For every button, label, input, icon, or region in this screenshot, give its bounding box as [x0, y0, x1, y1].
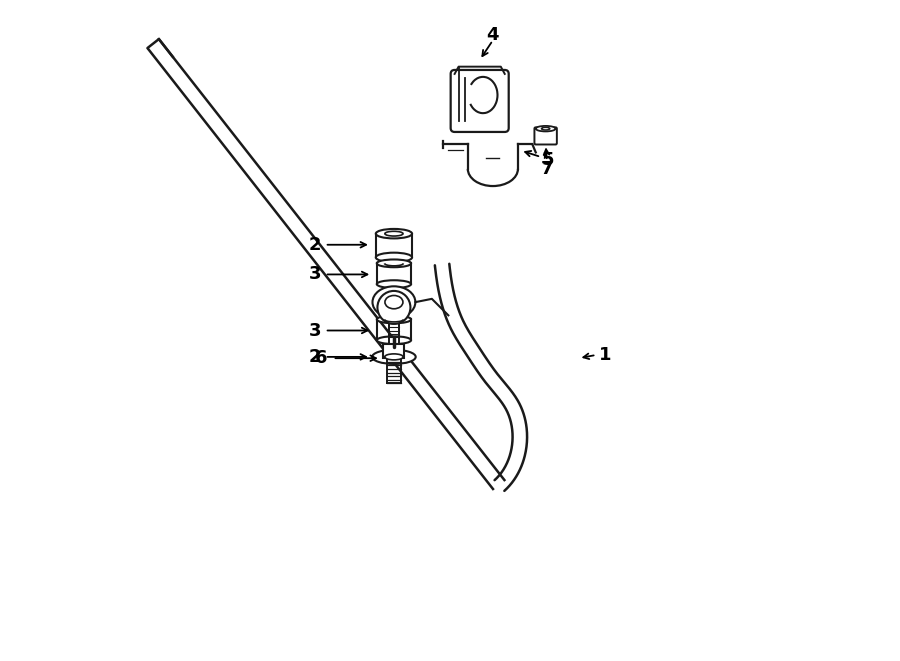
Text: 7: 7: [541, 160, 554, 178]
Ellipse shape: [385, 295, 403, 309]
Text: 6: 6: [315, 349, 328, 368]
FancyBboxPatch shape: [383, 344, 404, 358]
Ellipse shape: [377, 315, 411, 323]
Ellipse shape: [376, 253, 412, 262]
Ellipse shape: [536, 126, 555, 132]
Text: 2: 2: [309, 348, 321, 366]
Ellipse shape: [377, 336, 411, 344]
Text: 5: 5: [542, 151, 554, 169]
Ellipse shape: [373, 350, 416, 364]
Ellipse shape: [377, 260, 411, 267]
Text: 4: 4: [487, 26, 500, 44]
Ellipse shape: [542, 128, 550, 130]
Ellipse shape: [385, 231, 403, 236]
Text: 1: 1: [598, 346, 611, 364]
Circle shape: [377, 291, 410, 324]
Ellipse shape: [384, 354, 403, 360]
Ellipse shape: [373, 286, 416, 318]
Text: 3: 3: [309, 266, 321, 284]
FancyBboxPatch shape: [535, 128, 557, 145]
Text: 3: 3: [309, 321, 321, 340]
FancyBboxPatch shape: [451, 70, 508, 132]
Ellipse shape: [377, 280, 411, 288]
Text: 2: 2: [309, 236, 321, 254]
Ellipse shape: [376, 229, 412, 239]
